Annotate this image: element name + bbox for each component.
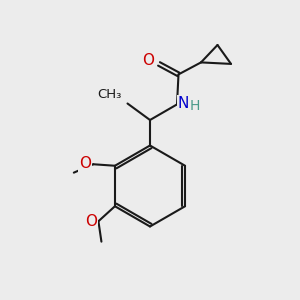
Text: CH₃: CH₃ xyxy=(98,88,122,101)
Text: N: N xyxy=(178,96,189,111)
Text: H: H xyxy=(190,99,200,113)
Text: O: O xyxy=(85,214,97,229)
Text: O: O xyxy=(79,156,91,171)
Text: O: O xyxy=(142,53,154,68)
